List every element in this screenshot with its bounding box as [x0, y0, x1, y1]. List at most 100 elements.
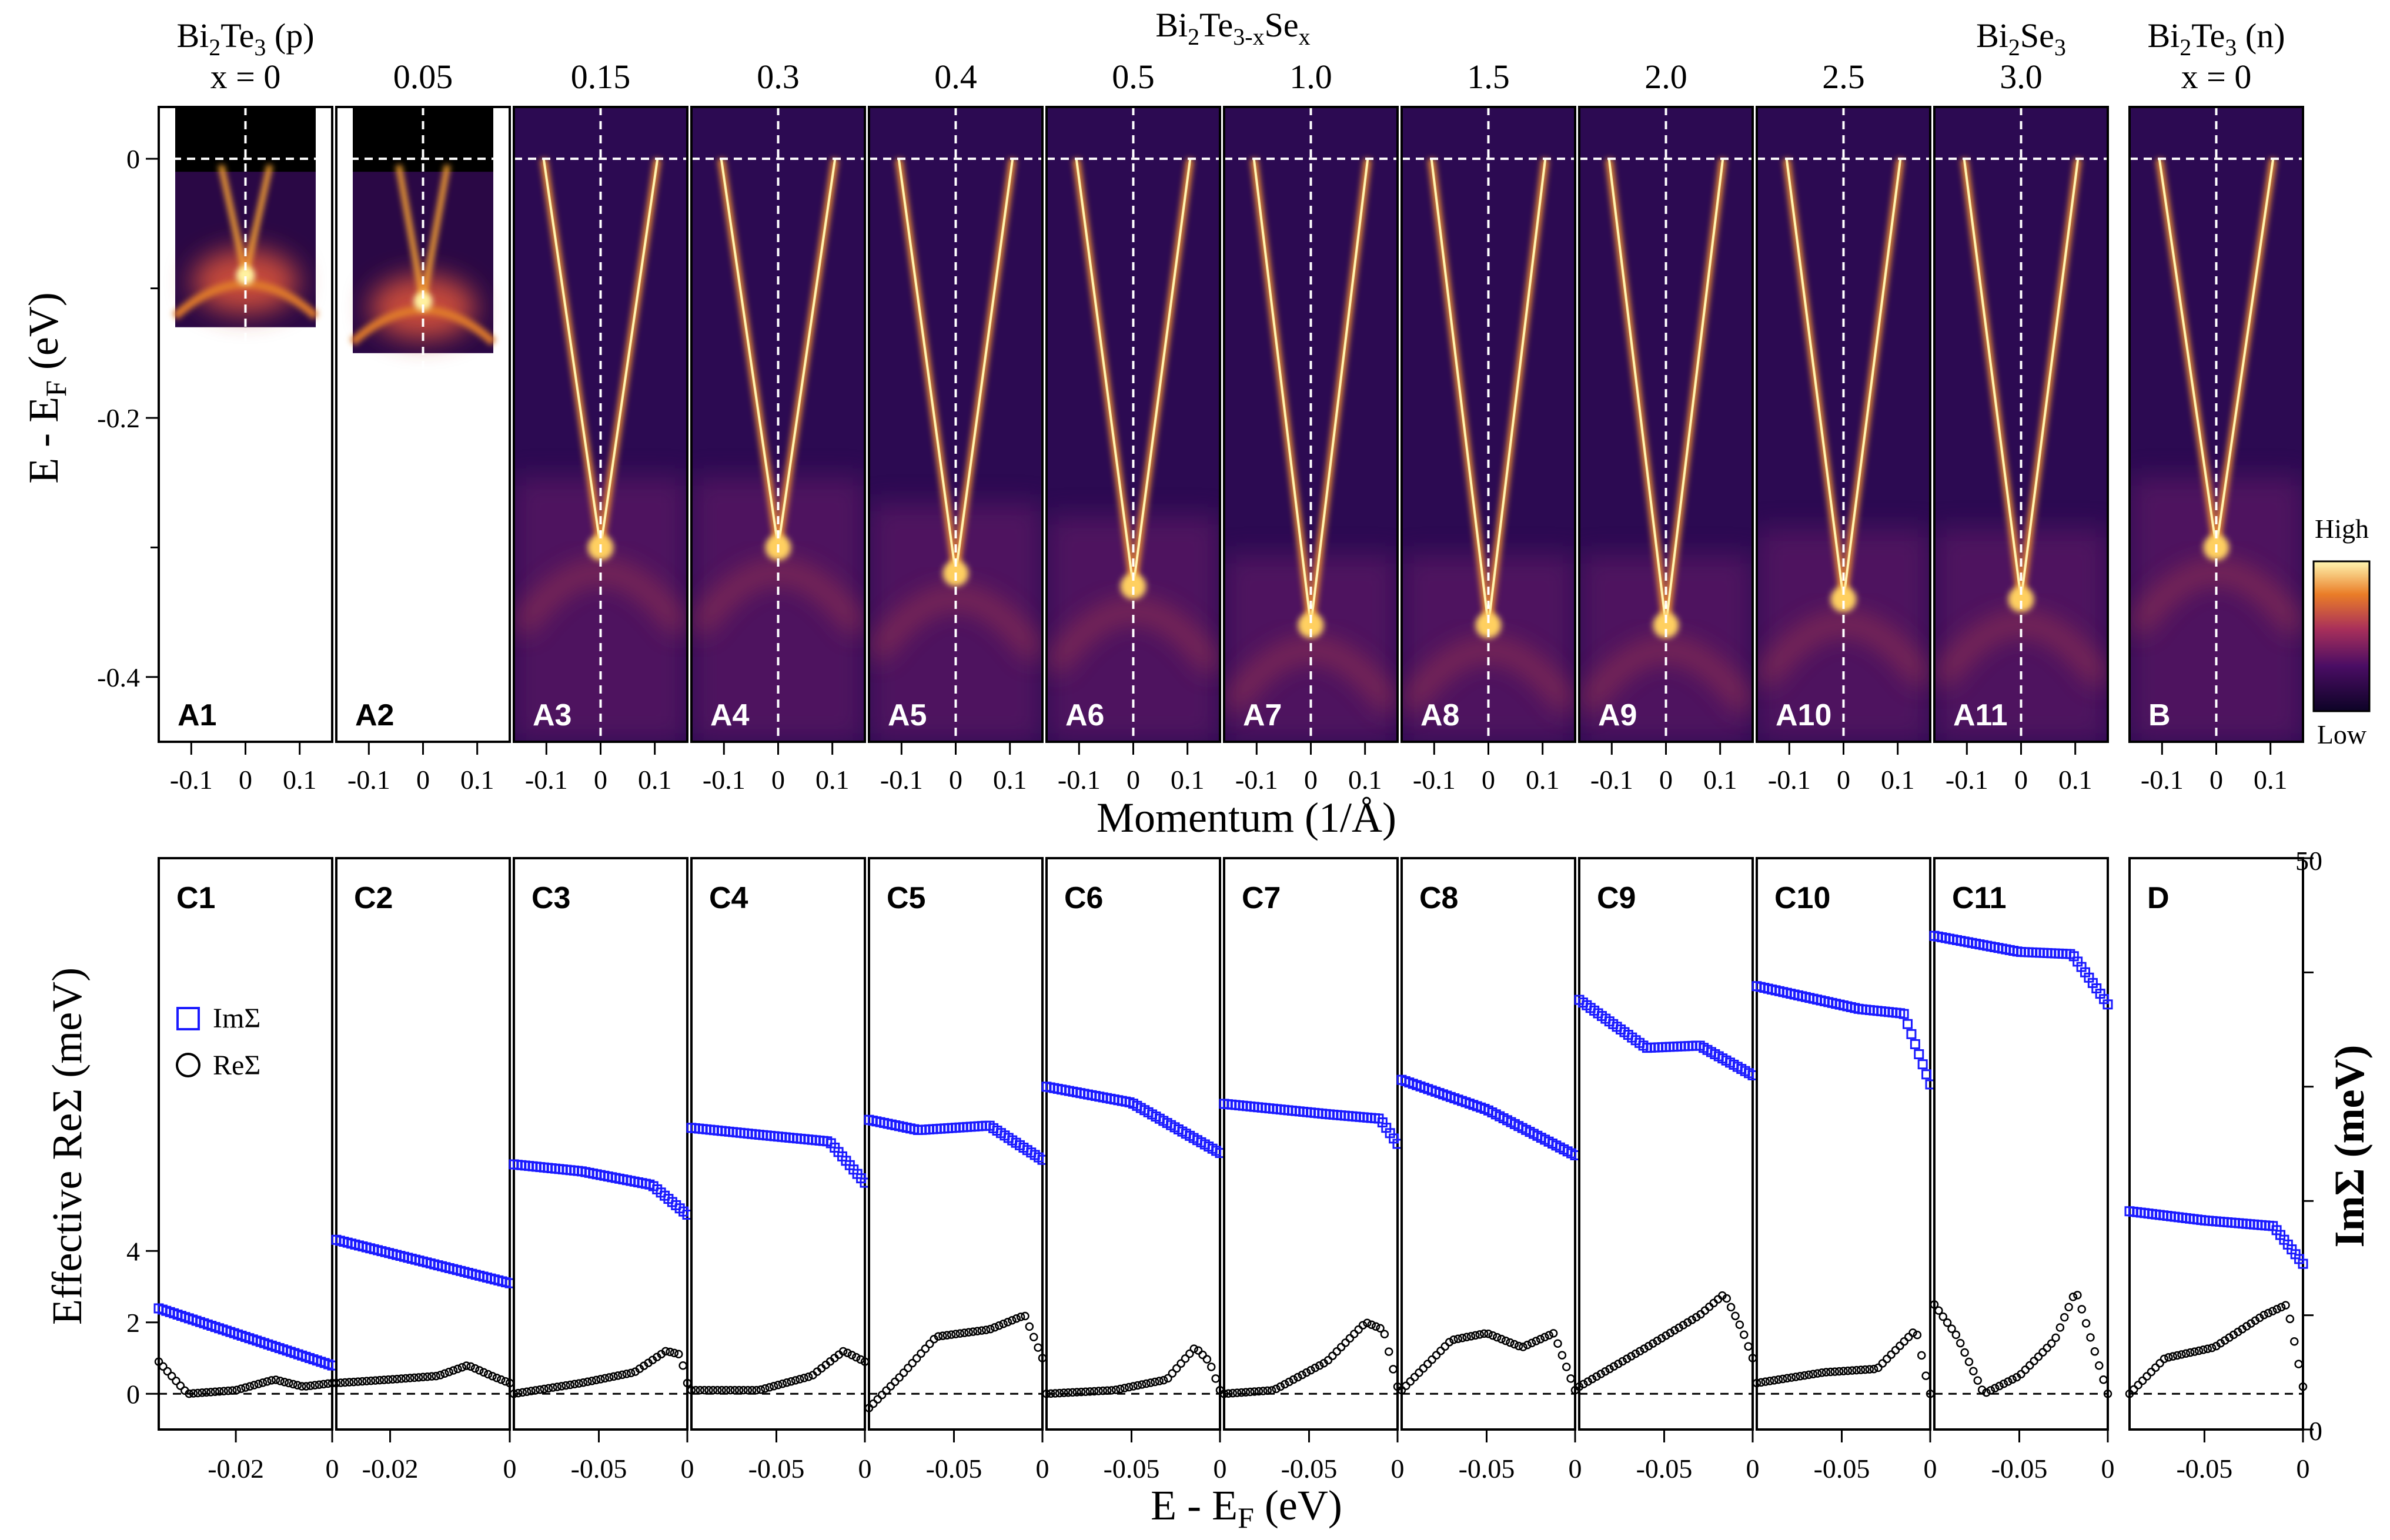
re-sigma-point	[1428, 1355, 1436, 1364]
re-sigma-point	[938, 1331, 947, 1340]
re-sigma-point	[752, 1385, 761, 1395]
re-sigma-point	[1861, 1365, 1870, 1374]
re-sigma-point	[2203, 1344, 2212, 1354]
re-sigma-point	[410, 1373, 419, 1382]
re-sigma-point	[1003, 1318, 1012, 1327]
dirac-point	[1830, 586, 1857, 612]
re-sigma-point	[2038, 1348, 2047, 1357]
x-tick-label: 0	[2101, 1454, 2115, 1484]
dirac-branch-right-core	[1664, 158, 1724, 625]
re-sigma-point	[336, 1378, 345, 1387]
re-sigma-point	[1640, 1344, 1649, 1353]
x-tick-label: -0.1	[1768, 765, 1811, 795]
re-sigma-point	[955, 1329, 965, 1338]
re-sigma-point	[1089, 1387, 1099, 1396]
re-sigma-point	[1479, 1329, 1489, 1338]
re-sigma-point	[427, 1372, 436, 1381]
re-sigma-point	[1896, 1341, 1904, 1350]
re-sigma-point	[2177, 1350, 2186, 1359]
im-sigma-point	[1906, 1029, 1917, 1039]
re-sigma-point	[1609, 1362, 1619, 1371]
re-sigma-point	[466, 1362, 475, 1371]
dirac-branch-right-core	[599, 158, 659, 548]
re-sigma-point	[1999, 1379, 2008, 1388]
re-sigma-point	[934, 1332, 943, 1341]
x-tick-label: 0.1	[638, 765, 672, 795]
re-sigma-point	[488, 1372, 497, 1381]
re-sigma-point	[1834, 1367, 1844, 1376]
re-sigma-point	[285, 1378, 293, 1388]
bottom-left-y-axis-title: Effective ReΣ (meV)	[44, 967, 91, 1325]
im-sigma-point	[1903, 1019, 1913, 1029]
re-sigma-point	[1913, 1330, 1922, 1340]
re-sigma-point	[444, 1367, 453, 1377]
re-sigma-point	[583, 1377, 592, 1387]
re-sigma-point	[1510, 1340, 1519, 1349]
re-sigma-point	[319, 1380, 328, 1389]
re-sigma-point	[1627, 1352, 1636, 1361]
re-sigma-point	[1843, 1366, 1853, 1375]
panel-header-value: 1.0	[1289, 58, 1332, 96]
re-sigma-point	[1354, 1325, 1363, 1334]
bottom-left-y-axis: 0 2 4	[126, 1236, 159, 1409]
re-sigma-point	[838, 1347, 848, 1356]
self-energy-panel-c6: C6 -0.05 0	[1041, 857, 1227, 1484]
re-sigma-point	[895, 1373, 904, 1382]
re-sigma-point	[2086, 1333, 2095, 1342]
re-sigma-point	[358, 1377, 367, 1386]
re-sigma-point	[2021, 1365, 2030, 1374]
im-sigma-point	[1898, 1009, 1909, 1019]
re-sigma-point	[1189, 1344, 1198, 1353]
re-sigma-point	[1587, 1374, 1597, 1384]
x-tick-label: 0	[1391, 1454, 1405, 1484]
dirac-branch-left-core	[1430, 158, 1490, 625]
re-sigma-point	[2095, 1361, 2104, 1370]
re-sigma-point	[522, 1387, 532, 1396]
re-sigma-point	[1956, 1338, 1965, 1348]
re-sigma-point	[1883, 1354, 1891, 1364]
re-sigma-point	[298, 1382, 306, 1391]
dirac-branch-left-core	[897, 158, 957, 574]
panel-headers: Bi2Te3 (p)x = 0 0.05 0.15 0.3 0.4 0.5 1.0 1.5 2.…	[176, 16, 2285, 96]
re-sigma-point	[1649, 1339, 1657, 1348]
x-tick-label: 0	[771, 765, 785, 795]
x-tick-label: 0	[1304, 765, 1318, 795]
re-sigma-point	[1618, 1357, 1627, 1366]
panel-header-value: 0.05	[393, 58, 453, 96]
panel-frame	[513, 857, 688, 1431]
panel-frame	[158, 857, 333, 1431]
re-sigma-point	[345, 1378, 354, 1387]
re-sigma-point	[1497, 1334, 1506, 1344]
series-header: Bi2Te3-xSex	[1155, 6, 1310, 50]
re-sigma-point	[1406, 1377, 1415, 1386]
re-sigma-point	[232, 1385, 241, 1394]
re-sigma-point	[570, 1380, 579, 1389]
re-sigma-point	[475, 1366, 484, 1375]
re-sigma-point	[185, 1389, 193, 1398]
re-sigma-point	[1874, 1363, 1883, 1372]
re-sigma-point	[730, 1385, 739, 1395]
re-sigma-point	[1536, 1334, 1545, 1344]
re-sigma-point	[1770, 1376, 1779, 1385]
dirac-branch-right-core	[2215, 158, 2275, 548]
legend-im-marker	[176, 1007, 200, 1030]
bulk-band-edge	[1047, 602, 1220, 673]
re-sigma-point	[393, 1374, 402, 1384]
re-sigma-point	[1562, 1362, 1571, 1371]
x-tick-label: -0.05	[1991, 1454, 2048, 1484]
panel-label: C7	[1242, 881, 1281, 915]
x-tick-label: -0.05	[571, 1454, 627, 1484]
re-sigma-point	[1791, 1372, 1800, 1381]
re-sigma-point	[1506, 1338, 1515, 1347]
re-sigma-point	[579, 1378, 588, 1387]
re-sigma-point	[167, 1371, 176, 1381]
re-sigma-point	[1731, 1311, 1740, 1321]
re-sigma-point	[245, 1382, 255, 1391]
x-tick-label: -0.02	[362, 1454, 419, 1484]
re-sigma-point	[1328, 1351, 1337, 1360]
x-tick-label: 0	[1746, 1454, 1760, 1484]
re-sigma-point	[1631, 1349, 1640, 1358]
re-sigma-point	[981, 1325, 991, 1334]
panel-frame	[1756, 857, 1931, 1431]
panel-label: C4	[709, 881, 748, 915]
